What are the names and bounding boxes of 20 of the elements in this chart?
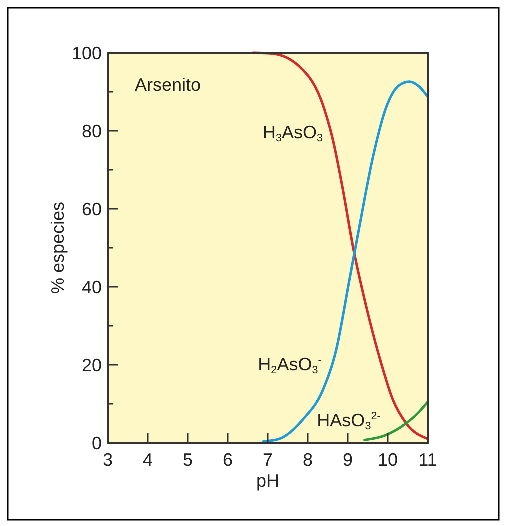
annotation: Arsenito [135,75,202,95]
x-tick-label: 3 [102,450,114,470]
y-axis-title: % especies [48,202,68,294]
x-tick-label: 8 [302,450,314,470]
x-tick-label: 4 [142,450,154,470]
x-tick-label: 10 [378,450,398,470]
y-tick-label: 60 [82,199,102,220]
y-tick-label: 20 [82,355,102,376]
x-tick-label: 9 [342,450,354,470]
y-tick-label: 100 [72,43,102,64]
y-tick-label: 40 [82,277,102,298]
x-tick-label: 6 [222,450,234,470]
x-tick-label: 5 [182,450,194,470]
y-tick-label: 80 [82,121,102,142]
x-tick-label: 7 [262,450,274,470]
line-series [364,400,430,442]
y-tick-label: 0 [92,433,102,454]
x-tick-label: 11 [418,450,438,470]
series-label: H$_{3}$AsO$_{3}$ [262,122,324,145]
x-axis-title: pH [256,471,280,491]
